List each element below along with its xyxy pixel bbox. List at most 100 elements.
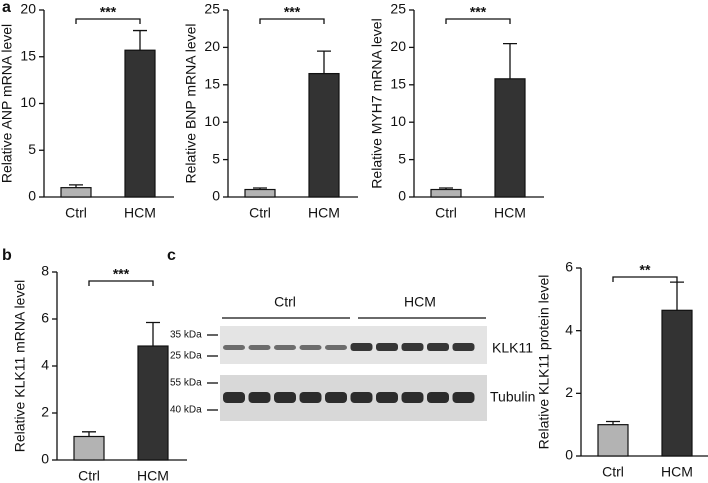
x-tick-label: HCM [137, 468, 169, 483]
y-tick-label: 5 [398, 150, 406, 166]
band [376, 343, 398, 351]
x-tick-label: Ctrl [65, 205, 87, 221]
band [427, 392, 449, 403]
panel-label: a [2, 0, 11, 16]
error-bar [82, 431, 96, 437]
blot-group: Ctrl [274, 294, 296, 310]
y-axis-label: Relative KLK11 mRNA level [12, 280, 28, 452]
y-tick-label: 0 [28, 188, 36, 204]
band [299, 345, 322, 350]
bar [597, 424, 629, 457]
marker-label: 35 kDa [170, 330, 202, 341]
band [350, 343, 373, 351]
band [401, 392, 424, 403]
y-tick-label: 10 [390, 113, 406, 129]
y-tick-label: 0 [41, 451, 49, 467]
band [452, 343, 475, 351]
band [325, 392, 347, 403]
y-tick-label: 15 [390, 76, 406, 92]
y-axis-label: Relative MYH7 mRNA level [369, 18, 385, 188]
y-tick-label: 10 [204, 113, 220, 129]
significance-bracket [75, 18, 141, 24]
y-axis-label: Relative BNP mRNA level [183, 23, 199, 183]
band [350, 392, 373, 403]
y-tick-label: 0 [212, 188, 220, 204]
y-tick-label: 5 [28, 141, 36, 157]
y-tick-label: 15 [204, 76, 220, 92]
protein-label: Tubulin [490, 389, 535, 405]
y-tick-label: 25 [390, 1, 406, 17]
band [325, 345, 347, 350]
significance-bracket [612, 276, 678, 282]
significance-bracket [88, 280, 154, 286]
band [274, 392, 296, 403]
bar [137, 345, 169, 461]
significance-bracket [259, 18, 325, 24]
error-bar [69, 184, 83, 188]
error-bar [146, 321, 160, 347]
blot-group: HCM [404, 294, 436, 310]
band [452, 392, 475, 403]
y-tick-label: 20 [20, 1, 36, 17]
y-axis-label: Relative KLK11 protein level [536, 275, 552, 450]
y-tick-label: 2 [41, 404, 49, 420]
y-tick-label: 10 [20, 94, 36, 110]
y-tick-label: 25 [204, 1, 220, 17]
bar [124, 49, 156, 198]
bar [661, 309, 693, 457]
y-tick-label: 2 [565, 384, 573, 400]
bar [430, 188, 462, 198]
band [223, 392, 245, 403]
x-tick-label: HCM [661, 464, 693, 480]
band [401, 343, 424, 351]
error-bar [317, 50, 331, 74]
error-bar [606, 420, 620, 425]
panel-label: b [2, 247, 12, 264]
bar [244, 188, 276, 198]
bar [60, 187, 92, 198]
y-tick-label: 0 [398, 188, 406, 204]
error-bar [670, 281, 684, 311]
y-tick-label: 20 [204, 38, 220, 54]
y-tick-label: 15 [20, 47, 36, 63]
x-tick-label: Ctrl [249, 205, 271, 221]
y-tick-label: 20 [390, 38, 406, 54]
y-tick-label: 5 [212, 150, 220, 166]
significance-label: ** [640, 262, 651, 278]
marker-label: 25 kDa [170, 351, 202, 362]
error-bar [253, 187, 267, 190]
protein-label: KLK11 [492, 340, 533, 356]
bar [73, 435, 105, 461]
y-tick-label: 0 [565, 447, 573, 463]
x-tick-label: HCM [494, 205, 526, 221]
band [299, 392, 322, 403]
y-tick-label: 6 [41, 310, 49, 326]
band [248, 392, 271, 403]
significance-label: *** [284, 4, 301, 20]
marker-label: 55 kDa [170, 378, 202, 389]
y-tick-label: 4 [41, 357, 49, 373]
band [274, 345, 296, 350]
bar [494, 78, 526, 198]
x-tick-label: HCM [308, 205, 340, 221]
significance-label: *** [470, 4, 487, 20]
band [427, 343, 449, 351]
bar [308, 72, 340, 198]
significance-label: *** [100, 4, 117, 20]
x-tick-label: Ctrl [78, 468, 100, 483]
band [376, 392, 398, 403]
x-tick-label: HCM [124, 205, 156, 221]
x-tick-label: Ctrl [435, 205, 457, 221]
band [248, 345, 271, 350]
y-tick-label: 6 [565, 259, 573, 275]
x-tick-label: Ctrl [602, 464, 624, 480]
error-bar [133, 29, 147, 51]
y-tick-label: 4 [565, 321, 573, 337]
significance-label: *** [113, 266, 130, 282]
marker-label: 40 kDa [170, 405, 202, 416]
y-axis-label: Relative ANP mRNA level [0, 24, 15, 183]
error-bar [439, 187, 453, 190]
band [223, 345, 245, 350]
panel-label: c [167, 247, 176, 264]
